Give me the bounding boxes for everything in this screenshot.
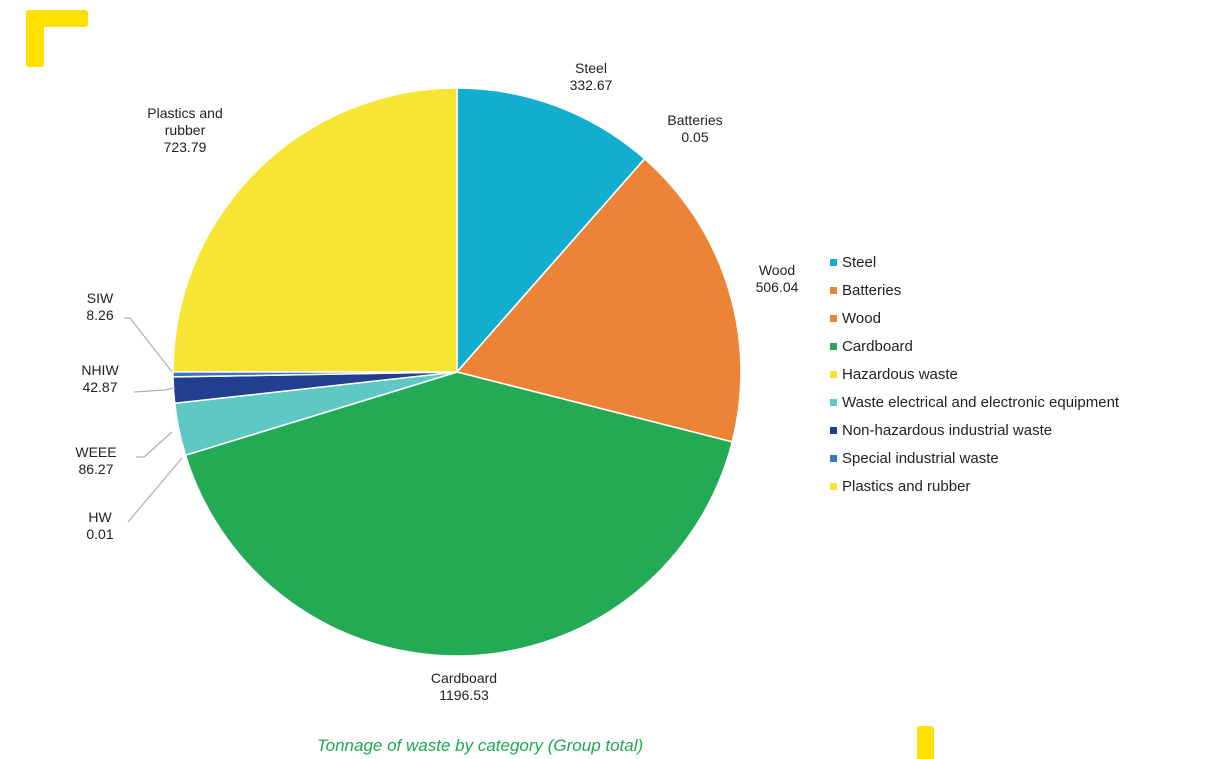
legend-item-cardboard: Cardboard <box>830 332 1119 360</box>
legend-item-non-hazardous-industrial-waste: Non-hazardous industrial waste <box>830 416 1119 444</box>
leader-line-waste-electrical-and-electronic-equipment <box>136 431 173 458</box>
chart-legend: Steel Batteries Wood Cardboard Hazardous was… <box>830 248 1119 500</box>
data-label-plastics-and-rubber: Plastics and rubber 723.79 <box>147 105 222 155</box>
legend-swatch <box>830 398 837 406</box>
pie-slice-steel <box>456 87 646 374</box>
legend-item-waste-electrical-and-electronic-equipment: Waste electrical and electronic equipmen… <box>830 388 1119 416</box>
legend-item-hazardous-waste: Hazardous waste <box>830 360 1119 388</box>
legend-swatch <box>830 454 837 462</box>
legend-item-plastics-and-rubber: Plastics and rubber <box>830 472 1119 500</box>
chart-caption: Tonnage of waste by category (Group tota… <box>316 736 644 755</box>
corner-decoration <box>26 10 88 67</box>
legend-label: Batteries <box>842 281 902 299</box>
leader-line-special-industrial-waste <box>124 317 173 373</box>
data-label-non-hazardous-industrial-waste: NHIW 42.87 <box>81 362 119 395</box>
legend-swatch <box>830 370 837 378</box>
data-label-steel: Steel 332.67 <box>570 60 613 93</box>
data-label-batteries: Batteries 0.05 <box>667 112 722 145</box>
legend-label: Special industrial waste <box>842 449 999 467</box>
legend-swatch <box>830 258 837 266</box>
legend-label: Wood <box>842 309 881 327</box>
data-label-hazardous-waste: HW 0.01 <box>86 509 113 542</box>
legend-label: Waste electrical and electronic equipmen… <box>842 393 1120 411</box>
pie-slice-plastics-and-rubber <box>172 87 458 373</box>
legend-label: Hazardous waste <box>842 365 958 383</box>
data-label-wood: Wood 506.04 <box>756 262 799 295</box>
pie-slice-wood <box>455 157 742 443</box>
legend-item-batteries: Batteries <box>830 276 1119 304</box>
legend-item-wood: Wood <box>830 304 1119 332</box>
legend-swatch <box>830 426 837 434</box>
data-label-special-industrial-waste: SIW 8.26 <box>86 290 114 323</box>
data-label-cardboard: Cardboard 1196.53 <box>431 670 497 703</box>
bottom-decoration <box>917 726 934 759</box>
legend-item-steel: Steel <box>830 248 1119 276</box>
legend-swatch <box>830 314 837 322</box>
legend-swatch <box>830 482 837 490</box>
pie-slice-cardboard <box>184 371 734 657</box>
legend-item-special-industrial-waste: Special industrial waste <box>830 444 1119 472</box>
leader-line-non-hazardous-industrial-waste <box>133 387 174 393</box>
legend-swatch <box>830 342 837 350</box>
leader-line-hazardous-waste <box>127 457 183 523</box>
legend-label: Plastics and rubber <box>842 477 971 495</box>
legend-label: Cardboard <box>842 337 913 355</box>
legend-label: Non-hazardous industrial waste <box>842 421 1053 439</box>
legend-swatch <box>830 286 837 294</box>
data-label-waste-electrical-and-electronic-equipment: WEEE 86.27 <box>75 444 116 477</box>
legend-label: Steel <box>842 253 877 271</box>
